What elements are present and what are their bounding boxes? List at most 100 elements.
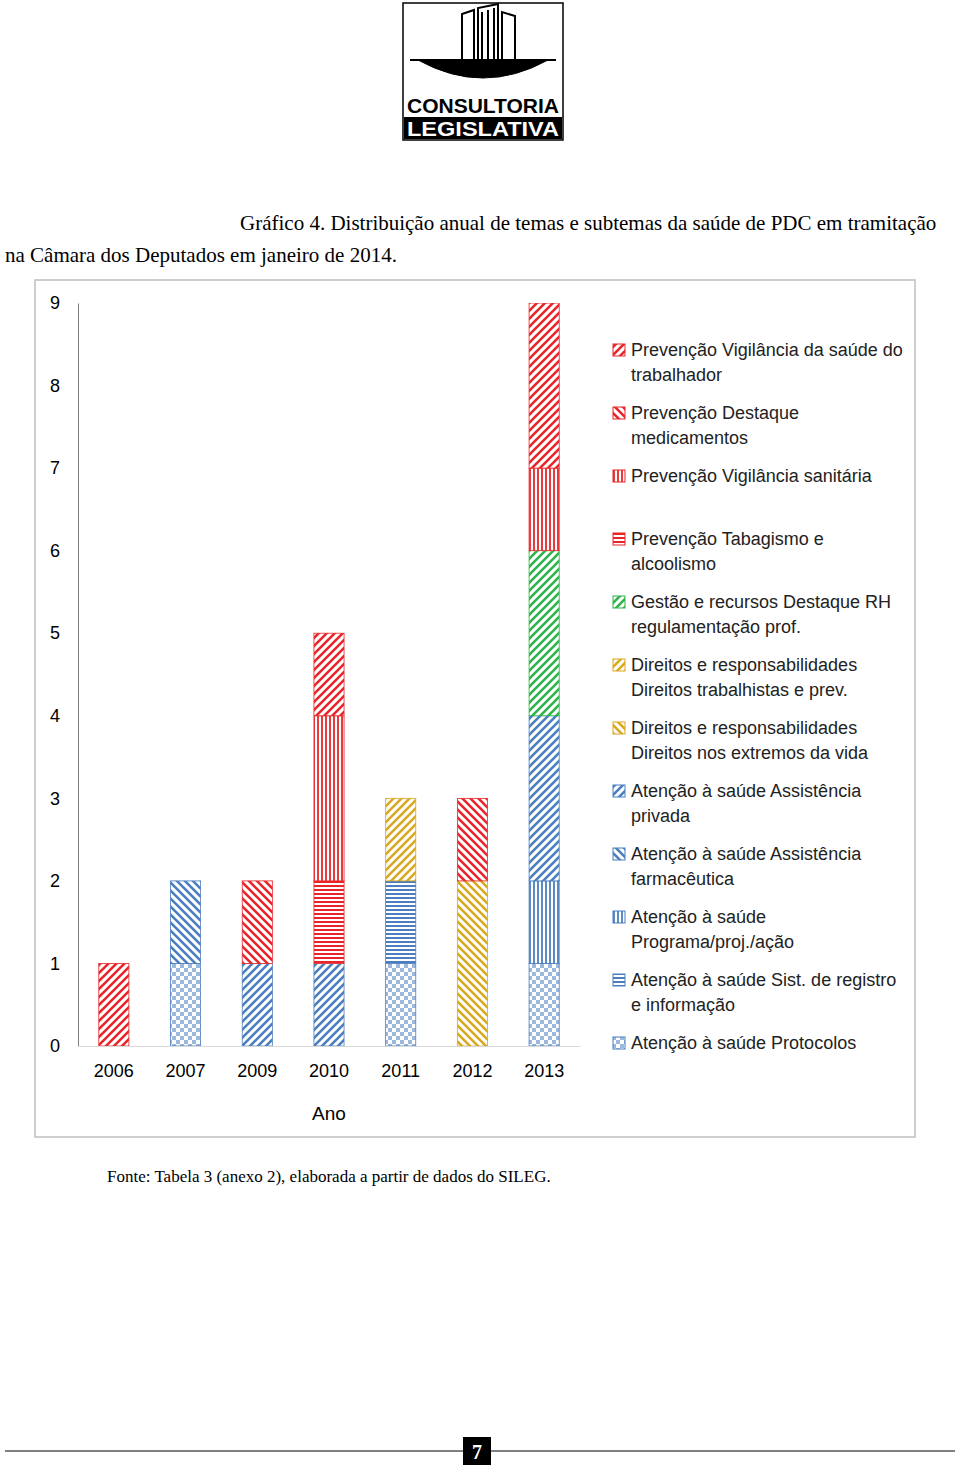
logo: CONSULTORIALEGISLATIVA <box>403 3 563 140</box>
bar-segment <box>171 880 201 881</box>
legend-label: Direitos e responsabilidadesDireitos tra… <box>631 655 857 700</box>
bar-segment <box>457 881 487 1046</box>
legend-label: Atenção à saúde Assistênciafarmacêutica <box>631 844 862 889</box>
legend-label: Prevenção Vigilância sanitária <box>631 466 873 486</box>
legend-swatch <box>613 596 625 608</box>
bar-segment <box>529 551 559 716</box>
page: CONSULTORIALEGISLATIVA Gráfico 4. Distrib… <box>0 0 960 1468</box>
y-tick: 3 <box>50 789 78 809</box>
x-tick-label: 2013 <box>524 1061 564 1081</box>
legend-swatch <box>613 344 625 356</box>
series-0 <box>99 303 559 1046</box>
y-tick-label: 4 <box>50 706 60 726</box>
x-axis: 2006200720092010201120122013 <box>79 1046 581 1081</box>
x-axis-title: Ano <box>312 1103 346 1124</box>
series-6 <box>457 881 487 1046</box>
legend-swatch <box>613 533 625 545</box>
bar-segment <box>529 881 559 964</box>
legend: Prevenção Vigilância da saúde dotrabalha… <box>613 340 903 1053</box>
bar-segment <box>529 303 559 468</box>
bar-segment <box>171 880 201 881</box>
logo-dome <box>418 60 548 78</box>
y-tick-label: 2 <box>50 871 60 891</box>
y-tick: 6 <box>50 541 78 561</box>
y-tick: 0 <box>50 1036 78 1056</box>
legend-label: Gestão e recursos Destaque RHregulamenta… <box>631 592 891 637</box>
bar-segment <box>386 798 416 799</box>
y-tick-label: 0 <box>50 1036 60 1056</box>
legend-item: Prevenção Tabagismo ealcoolismo <box>613 529 824 574</box>
x-tick: 2007 <box>166 1046 206 1081</box>
bar-segment <box>386 963 416 1046</box>
y-tick: 5 <box>50 623 78 643</box>
bar-segment <box>242 963 272 1046</box>
y-tick: 7 <box>50 458 78 478</box>
logo-base <box>410 59 556 61</box>
legend-item: Prevenção Vigilância sanitária <box>613 466 873 486</box>
logo-frame <box>403 3 563 140</box>
legend-swatch <box>613 974 625 986</box>
bar-segment <box>386 798 416 799</box>
series-10 <box>386 881 416 964</box>
bar-segment <box>171 881 201 964</box>
bar-segment <box>314 881 344 964</box>
x-tick-label: 2007 <box>166 1061 206 1081</box>
y-axis-line <box>78 304 79 1047</box>
legend-item: Atenção à saúde Assistênciafarmacêutica <box>613 844 862 889</box>
bar-segment <box>171 880 201 881</box>
bar-segment <box>171 880 201 881</box>
logo-band <box>404 117 562 139</box>
series-9 <box>529 881 559 964</box>
x-tick-label: 2010 <box>309 1061 349 1081</box>
bar-segment <box>386 881 416 964</box>
legend-swatch <box>613 407 625 419</box>
legend-item: Atenção à saúde Protocolos <box>613 1033 856 1053</box>
x-tick: 2009 <box>237 1046 277 1081</box>
bars <box>99 303 559 1046</box>
y-tick-label: 1 <box>50 954 60 974</box>
legend-label: Prevenção Destaquemedicamentos <box>631 403 799 448</box>
bar-segment <box>386 798 416 799</box>
y-tick-label: 5 <box>50 623 60 643</box>
bar-segment <box>99 963 129 1046</box>
chart-frame <box>35 280 915 1137</box>
series-1 <box>242 798 487 963</box>
bar-segment <box>457 798 487 799</box>
y-tick-label: 6 <box>50 541 60 561</box>
y-tick-label: 8 <box>50 376 60 396</box>
legend-label: Prevenção Vigilância da saúde dotrabalha… <box>631 340 903 385</box>
bar-segment <box>386 798 416 799</box>
legend-label: Atenção à saúde Assistênciaprivada <box>631 781 862 826</box>
legend-item: Gestão e recursos Destaque RHregulamenta… <box>613 592 891 637</box>
x-tick-label: 2012 <box>452 1061 492 1081</box>
logo-text-bottom: LEGISLATIVA <box>407 117 559 140</box>
x-tick: 2013 <box>524 1046 564 1081</box>
series-8 <box>171 881 201 964</box>
x-tick: 2010 <box>309 1046 349 1081</box>
logo-building <box>462 4 515 60</box>
legend-swatch <box>613 848 625 860</box>
series-11 <box>171 963 560 1046</box>
series-5 <box>386 798 416 881</box>
legend-label: Atenção à saúde Sist. de registroe infor… <box>631 970 896 1015</box>
legend-swatch <box>613 659 625 671</box>
legend-item: Atenção à saúde Sist. de registroe infor… <box>613 970 896 1015</box>
bar-segment <box>529 716 559 881</box>
x-tick: 2006 <box>94 1046 134 1081</box>
legend-label: Direitos e responsabilidadesDireitos nos… <box>631 718 869 763</box>
bar-segment <box>314 716 344 881</box>
legend-swatch <box>613 785 625 797</box>
legend-label: Atenção à saúdePrograma/proj./ação <box>631 907 794 952</box>
legend-swatch <box>613 470 625 482</box>
chart-title: Gráfico 4. Distribuição anual de temas e… <box>5 211 936 267</box>
legend-swatch <box>613 722 625 734</box>
y-tick: 2 <box>50 871 78 891</box>
series-7 <box>242 716 559 1046</box>
bar-segment <box>314 633 344 716</box>
bar-segment <box>529 468 559 551</box>
series-3 <box>314 881 344 964</box>
y-tick-label: 9 <box>50 293 60 313</box>
y-tick: 9 <box>50 293 78 313</box>
source-note: Fonte: Tabela 3 (anexo 2), elaborada a p… <box>107 1167 551 1186</box>
page-number-box <box>463 1437 491 1465</box>
